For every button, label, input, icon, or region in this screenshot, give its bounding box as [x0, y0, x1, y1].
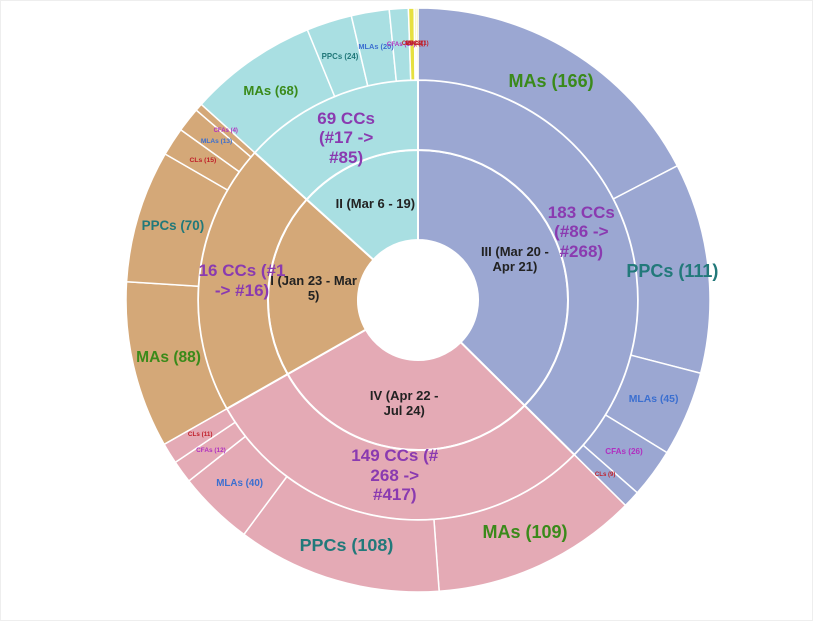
cc-label: 69 CCs (#17 -> #85) [317, 108, 375, 168]
category-label: MAs (109) [482, 522, 568, 543]
category-label: CLs (9) [594, 471, 616, 479]
category-label: PPCs (108) [299, 535, 394, 556]
period-label: IV (Apr 22 - Jul 24) [369, 388, 439, 419]
category-label: MAs (166) [508, 70, 594, 91]
cc-label: 69 CCs (#17 -> #85) [317, 108, 375, 168]
category-label: CLs (3) [401, 40, 423, 47]
period-label: III (Mar 20 - Apr 21) [480, 243, 549, 274]
category-label: PPCs (70) [141, 218, 205, 234]
category-label: PPCs (24) [321, 51, 359, 61]
period-label: II (Mar 6 - 19) [335, 195, 416, 211]
category-label: PPCs (108) [299, 535, 394, 556]
category-label: PPCs (70) [141, 218, 205, 234]
period-label: II (Mar 6 - 19) [335, 195, 416, 211]
category-label: MAs (88) [136, 348, 201, 366]
category-label: MLAs (20) [358, 42, 394, 52]
category-segment [415, 7, 419, 81]
category-label: MAs(1) [405, 40, 426, 47]
cc-label: 16 CCs (#1 -> #16) [198, 261, 286, 300]
category-label: CLs (3) [401, 40, 423, 47]
category-label: MAs (166) [508, 70, 594, 91]
category-label: PPCs (111) [626, 261, 719, 282]
category-label: MLAs (40) [216, 478, 264, 490]
period-label: III (Mar 20 - Apr 21) [480, 243, 549, 274]
category-label: CFAs (12) [196, 446, 226, 454]
cc-label: 183 CCs (#86 -> #268) [547, 202, 615, 261]
category-label: PPCs (111) [626, 261, 719, 282]
category-label: CLs (15) [189, 157, 217, 165]
category-label: CLs (9) [594, 471, 616, 479]
category-label: MLAs (20) [358, 42, 394, 52]
category-label: CLs (11) [187, 430, 213, 438]
category-label: MAs (88) [136, 348, 201, 366]
period-label: I (Jan 23 - Mar 5) [270, 272, 357, 303]
cc-label: 16 CCs (#1 -> #16) [198, 261, 286, 300]
category-label: MLAs (40) [216, 478, 264, 490]
category-label: MAs(1) [405, 40, 426, 47]
category-label: CFAs (26) [605, 447, 643, 457]
cc-label: 183 CCs (#86 -> #268) [547, 202, 615, 261]
category-label: MAs (68) [243, 82, 299, 98]
category-label: MLAs (13) [200, 138, 233, 146]
category-label: CLs (15) [189, 157, 217, 165]
category-label: PPCs(1) [405, 40, 429, 47]
category-label: MAs (109) [482, 522, 568, 543]
category-label: PPCs (24) [321, 51, 359, 61]
category-label: CFAs (12) [196, 446, 226, 454]
cc-label: 149 CCs (# 268 -> #417) [351, 446, 439, 505]
category-label: PPCs(1) [405, 40, 429, 47]
cc-label: 149 CCs (# 268 -> #417) [351, 446, 439, 505]
category-label: CFAs (10) [386, 40, 416, 48]
category-label: MAs (68) [243, 82, 299, 98]
category-label: CFAs (10) [386, 40, 416, 48]
period-label: IV (Apr 22 - Jul 24) [369, 388, 439, 419]
category-label: CFAs (4) [213, 127, 238, 134]
category-label: CFAs (4) [213, 127, 238, 134]
category-label: CFAs (26) [605, 447, 643, 457]
category-label: CLs (11) [187, 430, 213, 438]
category-label: MLAs (13) [200, 138, 233, 146]
period-label: I (Jan 23 - Mar 5) [270, 272, 357, 303]
center-hole [358, 240, 478, 360]
category-label: MLAs (45) [628, 394, 679, 406]
category-label: MLAs (45) [628, 394, 679, 406]
